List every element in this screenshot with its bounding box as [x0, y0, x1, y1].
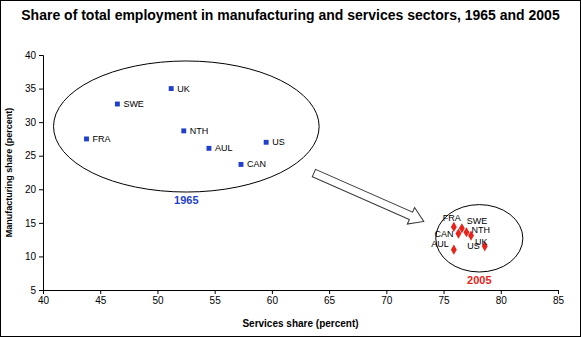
x-tick-label: 60	[267, 295, 279, 306]
y-tick-mark	[39, 189, 43, 190]
x-tick-mark	[100, 290, 101, 294]
x-tick-mark	[444, 290, 445, 294]
y-tick-label: 30	[25, 117, 37, 128]
x-tick-mark	[157, 290, 158, 294]
x-axis-line	[44, 291, 559, 295]
x-tick-label: 55	[210, 295, 222, 306]
annotations: 1965 2005	[54, 61, 523, 286]
point-label: FRA	[92, 134, 110, 144]
x-tick-mark	[386, 290, 387, 294]
y-tick: 10	[25, 251, 43, 262]
chart: Share of total employment in manufacturi…	[0, 0, 581, 337]
y-tick: 15	[25, 218, 43, 229]
y-axis: 5 10 15 20 25 30 35 40	[25, 50, 44, 296]
x-tick-label: 70	[381, 295, 393, 306]
x-tick: 40	[38, 290, 50, 306]
y-tick-label: 5	[30, 285, 36, 296]
y-tick-mark	[39, 122, 43, 123]
point-label: AUL	[431, 239, 449, 249]
y-tick-mark	[39, 290, 43, 291]
y-axis-line	[39, 56, 44, 291]
group-label: 2005	[467, 274, 491, 286]
x-tick-mark	[558, 290, 559, 294]
plot: 40 45 50 55 60 65 70 75 80 85 5 10 15 20 25 30 35 40 1965 2…	[25, 50, 565, 306]
group-ellipse	[54, 61, 320, 192]
y-tick-label: 15	[25, 218, 37, 229]
y-tick-mark	[39, 89, 43, 90]
point	[451, 245, 457, 255]
point	[455, 229, 461, 239]
y-tick-label: 35	[25, 83, 37, 94]
chart-frame	[1, 1, 581, 337]
point-labels: UKSWEFRANTHAULUSCANFRASWECANNTHUKAULUS	[92, 84, 489, 252]
x-tick-mark	[501, 290, 502, 294]
y-tick: 30	[25, 117, 43, 128]
point	[181, 128, 186, 133]
point-label: NTH	[190, 126, 209, 136]
point-label: UK	[177, 84, 190, 94]
group-label: 1965	[174, 194, 198, 206]
x-axis-title: Services share (percent)	[242, 318, 358, 329]
point	[264, 140, 269, 145]
y-tick-mark	[39, 55, 43, 56]
point-label: US	[467, 241, 480, 251]
x-tick: 75	[438, 290, 450, 306]
point-label: NTH	[471, 225, 490, 235]
arrow	[310, 165, 427, 230]
y-tick-mark	[39, 156, 43, 157]
point-label: SWE	[123, 99, 144, 109]
point	[239, 162, 244, 167]
y-tick-mark	[39, 223, 43, 224]
x-tick-label: 50	[152, 295, 164, 306]
point-label: AUL	[215, 143, 233, 153]
x-tick: 70	[381, 290, 393, 306]
point	[169, 86, 174, 91]
y-tick: 35	[25, 83, 43, 94]
y-tick: 25	[25, 150, 43, 161]
x-tick: 45	[95, 290, 107, 306]
y-tick-label: 40	[25, 50, 37, 61]
x-tick-mark	[329, 290, 330, 294]
x-tick-label: 45	[95, 295, 107, 306]
x-tick-label: 80	[496, 295, 508, 306]
x-tick: 60	[267, 290, 279, 306]
point-label: CAN	[434, 229, 453, 239]
x-tick-label: 65	[324, 295, 336, 306]
x-tick: 55	[210, 290, 222, 306]
y-tick: 40	[25, 50, 43, 61]
point	[115, 102, 120, 107]
x-tick-label: 85	[553, 295, 565, 306]
x-tick: 85	[553, 290, 565, 306]
x-tick-mark	[272, 290, 273, 294]
x-tick: 50	[152, 290, 164, 306]
x-tick: 65	[324, 290, 336, 306]
y-axis-title: Manufacturing share (percent)	[4, 108, 14, 238]
point-label: US	[272, 137, 285, 147]
point	[84, 136, 89, 141]
y-tick-label: 25	[25, 150, 37, 161]
x-tick-label: 75	[438, 295, 450, 306]
point-label: CAN	[247, 159, 266, 169]
y-tick-mark	[39, 256, 43, 257]
x-tick: 80	[496, 290, 508, 306]
y-tick: 20	[25, 184, 43, 195]
x-tick-mark	[215, 290, 216, 294]
y-tick-label: 20	[25, 184, 37, 195]
y-tick-label: 10	[25, 251, 37, 262]
y-tick: 5	[30, 285, 43, 296]
point	[206, 146, 211, 151]
title: Share of total employment in manufacturi…	[21, 7, 560, 23]
x-tick-label: 40	[38, 295, 50, 306]
point-label: FRA	[443, 213, 461, 223]
points	[84, 86, 488, 255]
x-axis: 40 45 50 55 60 65 70 75 80 85	[38, 290, 565, 306]
